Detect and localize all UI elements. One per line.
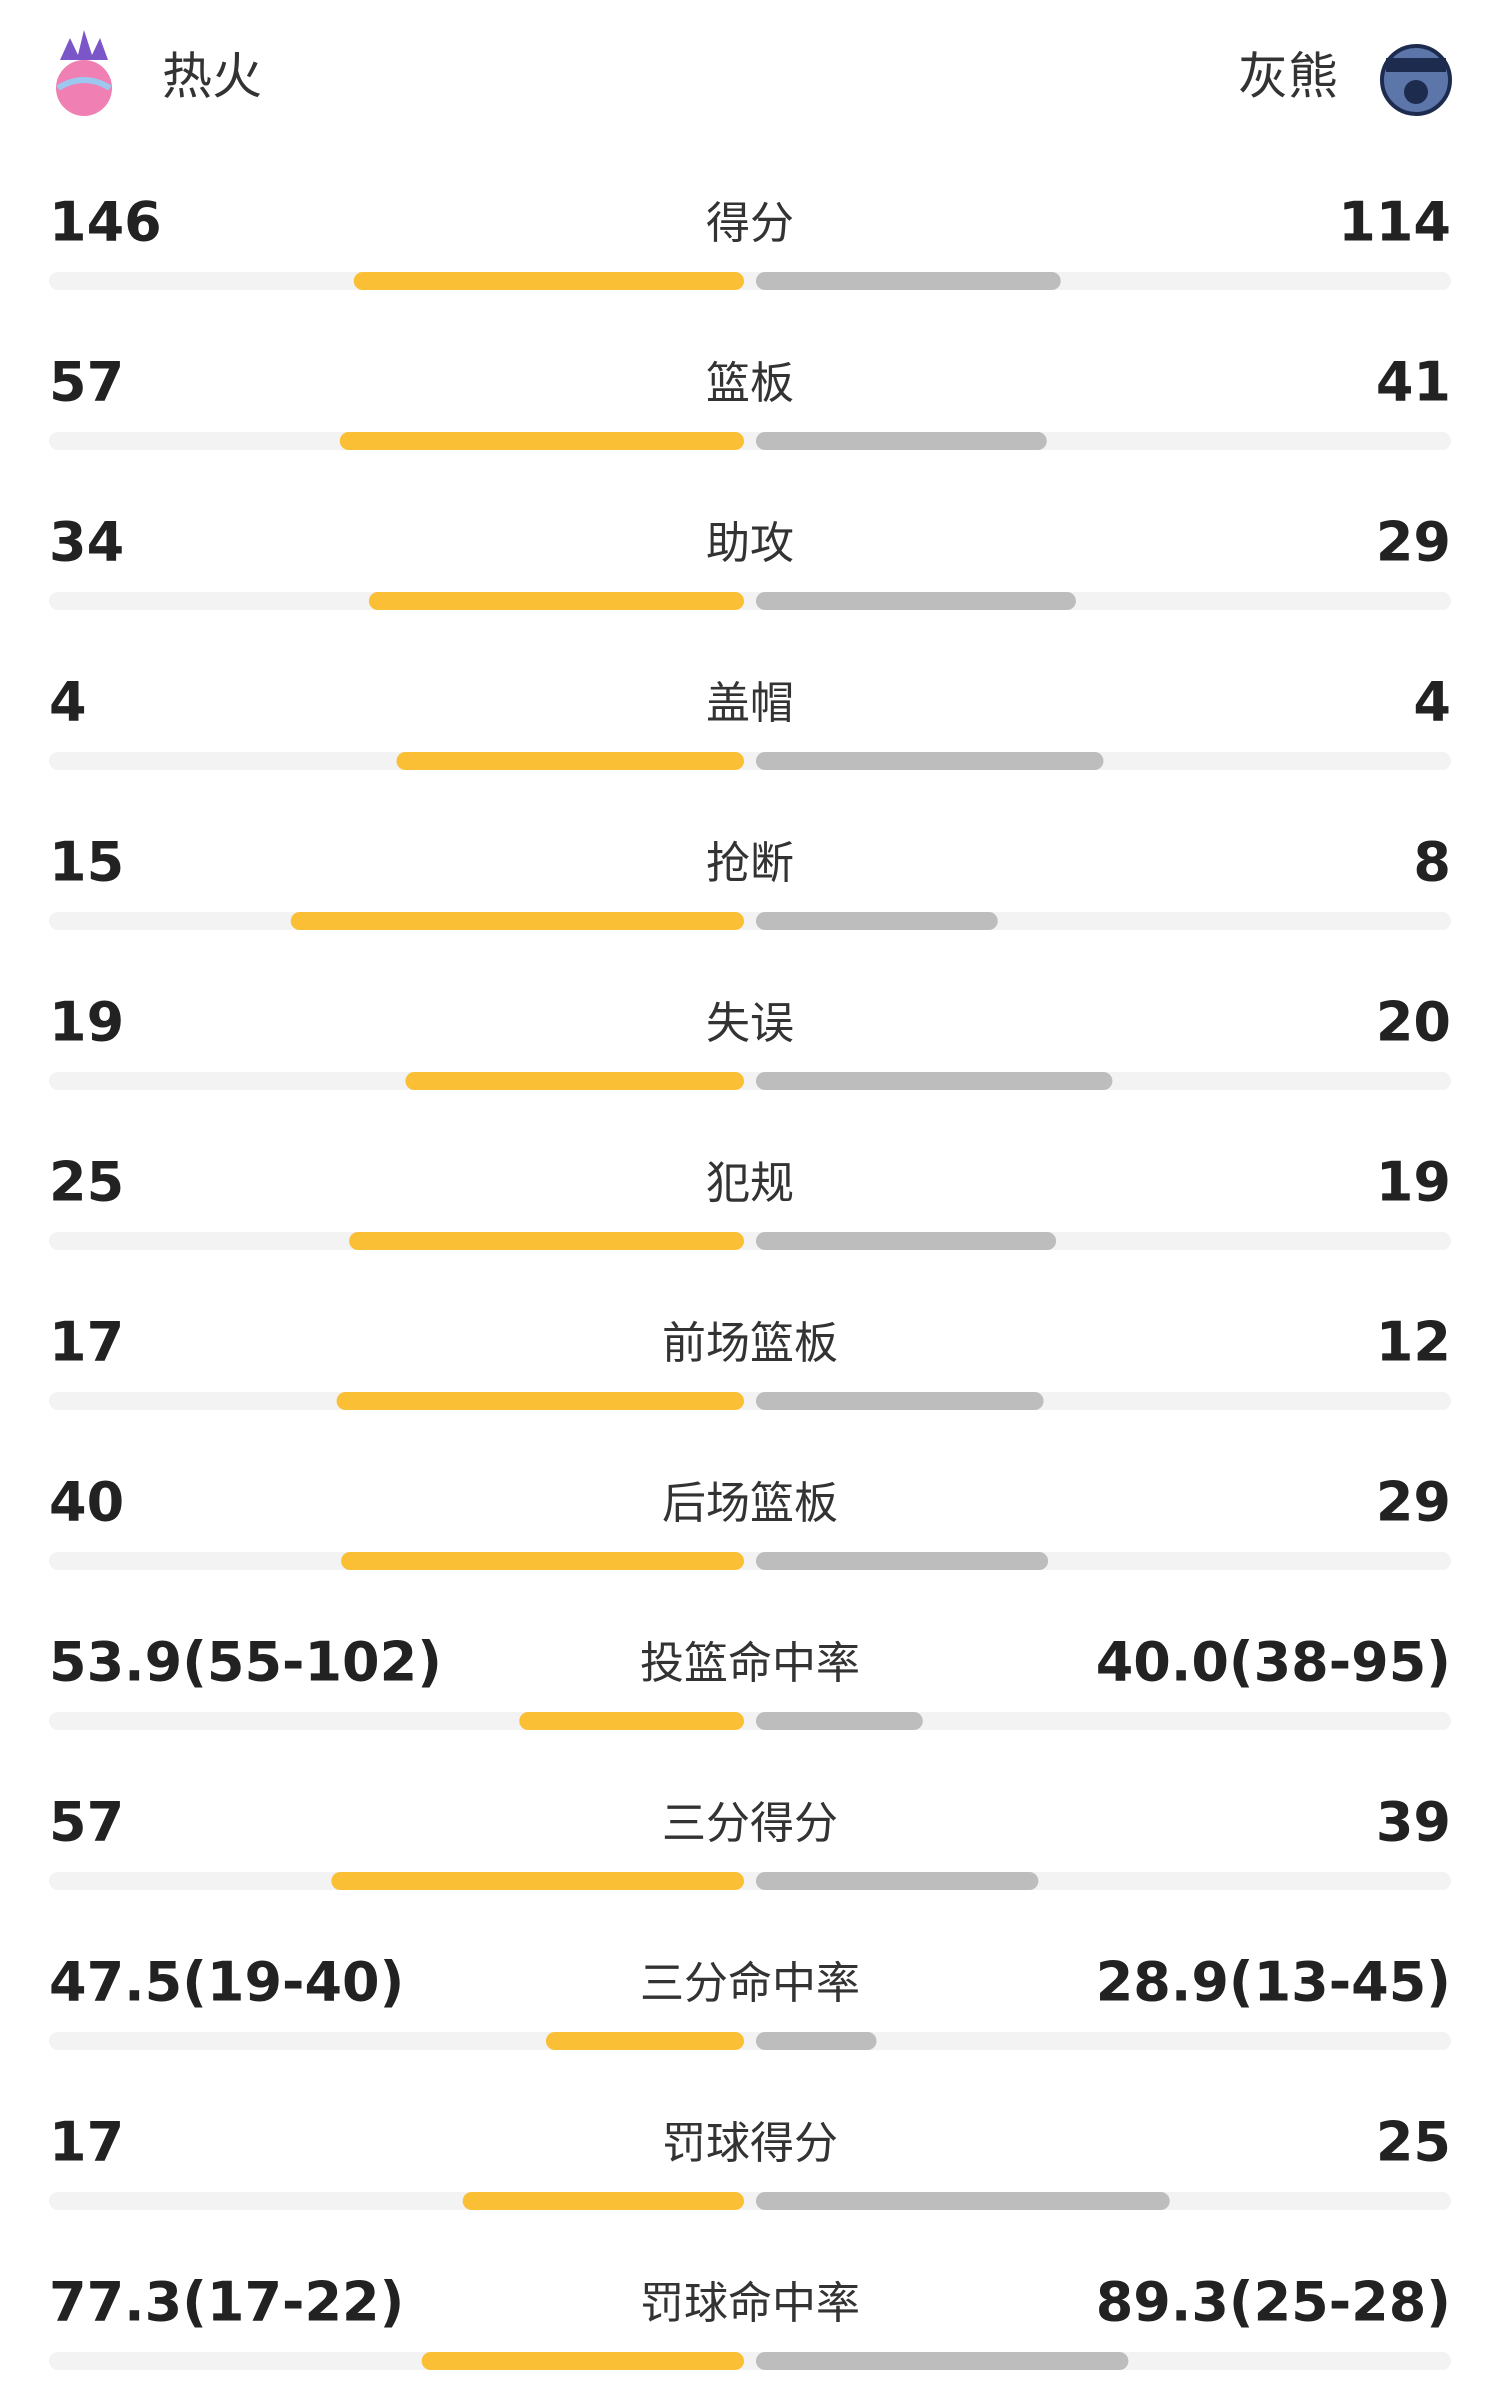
away-bar — [756, 432, 1047, 450]
bar-track — [49, 2352, 1451, 2370]
away-value: 29 — [1376, 511, 1451, 574]
home-bar — [462, 2192, 744, 2210]
away-bar — [756, 592, 1076, 610]
home-value: 17 — [49, 2111, 124, 2174]
stat-label: 失误 — [706, 998, 794, 1049]
bar-track — [49, 752, 1451, 770]
away-bar — [756, 912, 998, 930]
stat-label: 助攻 — [706, 518, 794, 569]
away-bar — [756, 2032, 877, 2050]
stat-label: 三分命中率 — [640, 1958, 860, 2009]
home-logo — [56, 30, 112, 116]
home-bar — [545, 2032, 744, 2050]
home-bar — [519, 1712, 744, 1730]
away-value: 4 — [1413, 671, 1451, 734]
away-value: 114 — [1338, 191, 1451, 254]
stat-label: 罚球得分 — [662, 2118, 838, 2169]
home-bar — [336, 1392, 744, 1410]
away-value: 28.9(13-45) — [1096, 1951, 1451, 2014]
home-value: 57 — [49, 1791, 124, 1854]
stat-label: 罚球命中率 — [640, 2278, 860, 2329]
home-value: 34 — [49, 511, 124, 574]
home-value: 17 — [49, 1311, 124, 1374]
away-bar — [756, 1232, 1057, 1250]
stat-label: 犯规 — [706, 1158, 794, 1209]
home-value: 77.3(17-22) — [49, 2271, 404, 2334]
home-bar — [331, 1872, 744, 1890]
home-bar — [349, 1232, 744, 1250]
bar-track — [49, 1552, 1451, 1570]
home-value: 4 — [49, 671, 87, 734]
away-bar — [756, 2352, 1129, 2370]
away-value: 19 — [1376, 1151, 1451, 1214]
home-value: 25 — [49, 1151, 124, 1214]
away-bar — [756, 1872, 1039, 1890]
home-value: 15 — [49, 831, 124, 894]
home-value: 53.9(55-102) — [49, 1631, 442, 1694]
home-value: 19 — [49, 991, 124, 1054]
home-bar — [396, 752, 744, 770]
bar-track — [49, 2032, 1451, 2050]
away-value: 39 — [1376, 1791, 1451, 1854]
bar-track — [49, 1872, 1451, 1890]
home-bar — [405, 1072, 744, 1090]
home-value: 40 — [49, 1471, 124, 1534]
home-team: 热火 — [162, 48, 262, 106]
away-bar — [756, 2192, 1170, 2210]
away-value: 89.3(25-28) — [1096, 2271, 1451, 2334]
away-bar — [756, 272, 1061, 290]
away-value: 40.0(38-95) — [1096, 1631, 1451, 1694]
away-bar — [756, 1392, 1044, 1410]
home-value: 146 — [49, 191, 162, 254]
home-bar — [290, 912, 744, 930]
bar-track — [49, 2192, 1451, 2210]
away-value: 8 — [1413, 831, 1451, 894]
bar-track — [49, 1072, 1451, 1090]
bar-track — [49, 1712, 1451, 1730]
bar-track — [49, 432, 1451, 450]
away-team: 灰熊 — [1238, 48, 1338, 106]
away-value: 41 — [1376, 351, 1451, 414]
stat-label: 前场篮板 — [662, 1318, 838, 1369]
home-bar — [339, 432, 744, 450]
away-bar — [756, 1712, 923, 1730]
stat-label: 三分得分 — [662, 1798, 838, 1849]
bar-track — [49, 272, 1451, 290]
home-bar — [421, 2352, 744, 2370]
away-value: 29 — [1376, 1471, 1451, 1534]
away-bar — [756, 752, 1104, 770]
home-bar — [368, 592, 744, 610]
bar-track — [49, 1232, 1451, 1250]
bar-track — [49, 912, 1451, 930]
home-bar — [353, 272, 744, 290]
stat-label: 抢断 — [706, 838, 794, 889]
bar-track — [49, 1392, 1451, 1410]
away-value: 20 — [1376, 991, 1451, 1054]
away-value: 12 — [1376, 1311, 1451, 1374]
stat-label: 后场篮板 — [662, 1478, 838, 1529]
away-logo — [1380, 44, 1452, 116]
bar-track — [49, 592, 1451, 610]
stat-label: 投篮命中率 — [640, 1638, 860, 1689]
away-bar — [756, 1552, 1049, 1570]
stat-label: 篮板 — [706, 358, 794, 409]
home-value: 57 — [49, 351, 124, 414]
away-value: 25 — [1376, 2111, 1451, 2174]
home-bar — [341, 1552, 744, 1570]
home-value: 47.5(19-40) — [49, 1951, 404, 2014]
stat-label: 得分 — [706, 198, 794, 249]
stat-label: 盖帽 — [706, 678, 794, 729]
away-bar — [756, 1072, 1113, 1090]
